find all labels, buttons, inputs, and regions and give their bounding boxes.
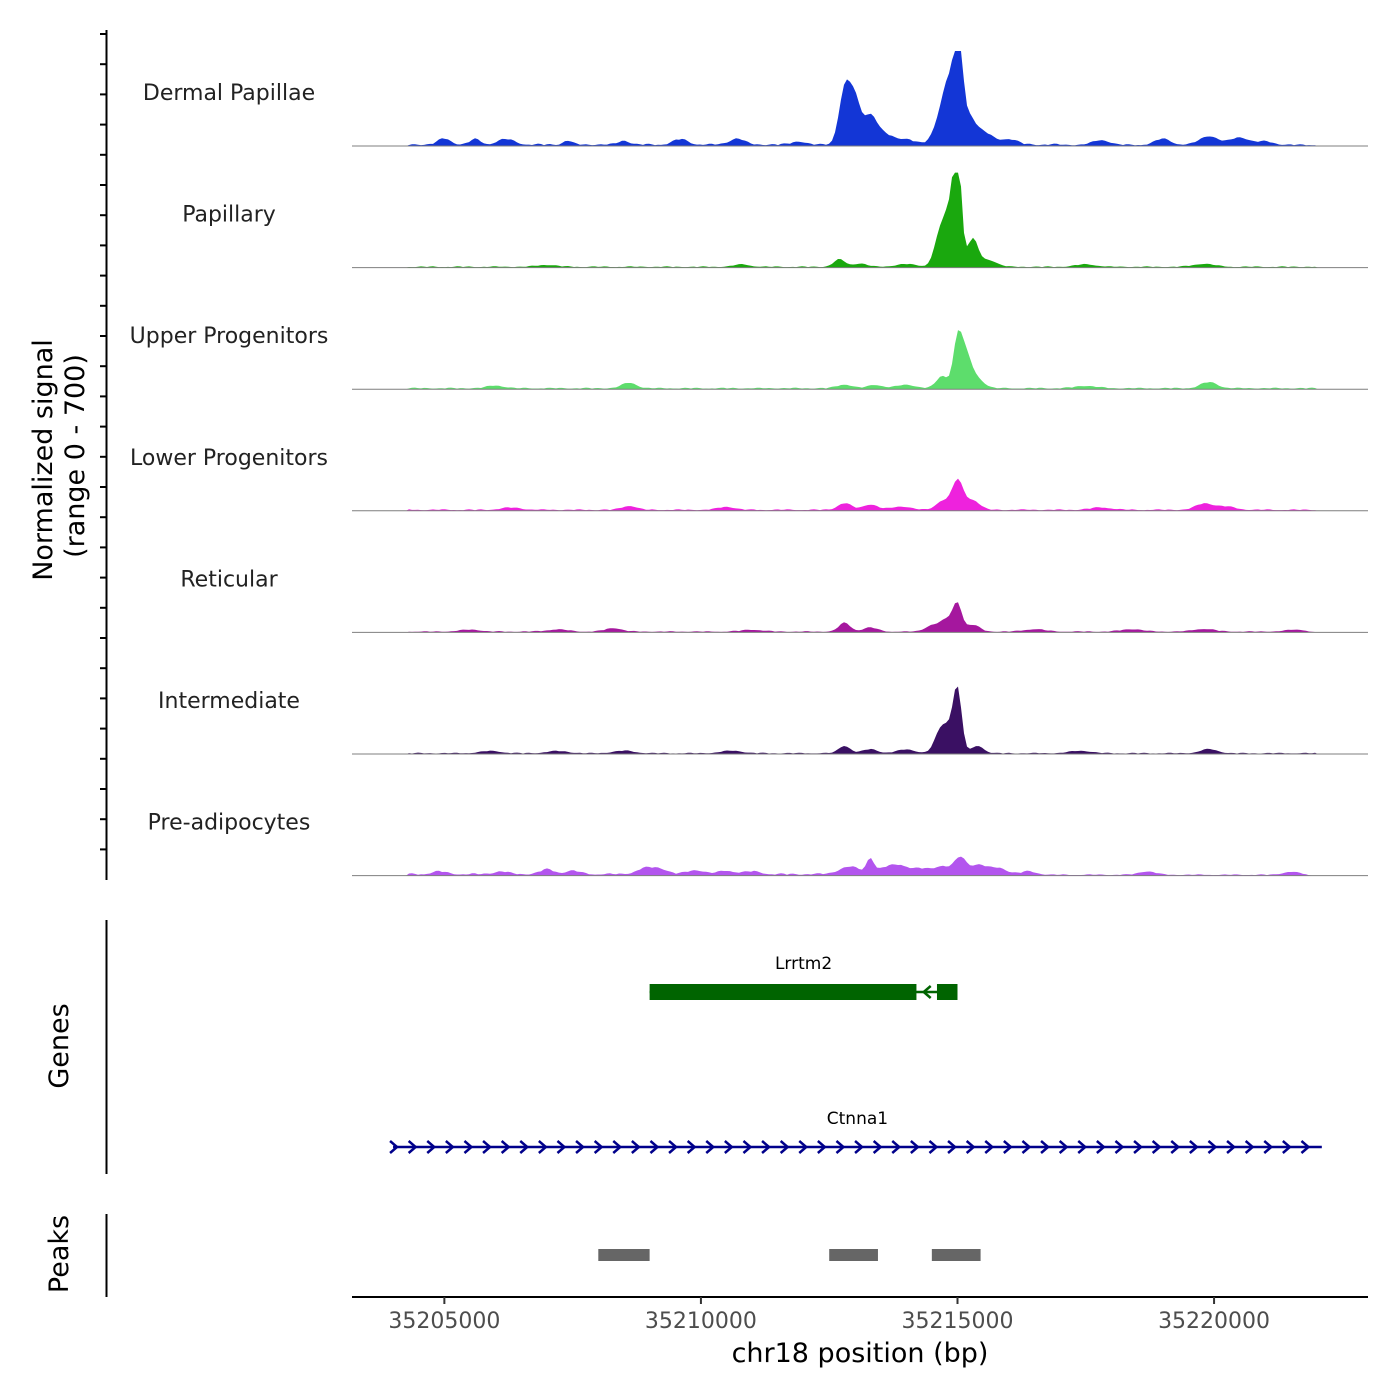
track-lower-progenitors: Lower Progenitors	[130, 446, 1368, 512]
genes-panel: Lrrtm2 Ctnna1	[389, 954, 1322, 1154]
strand-arrow	[1207, 1140, 1218, 1154]
track-dermal-papillae: Dermal Papillae	[143, 51, 1368, 147]
strand-arrow	[389, 1140, 399, 1154]
signal-area	[352, 686, 1368, 754]
strand-arrow	[1170, 1140, 1181, 1154]
x-tick-label: 35210000	[645, 1309, 757, 1334]
strand-arrow	[984, 1140, 995, 1154]
gene-label: Lrrtm2	[775, 954, 832, 974]
track-label: Reticular	[180, 567, 278, 592]
strand-arrow	[1114, 1140, 1125, 1154]
track-papillary: Papillary	[182, 172, 1368, 269]
strand-arrow	[575, 1140, 585, 1154]
strand-arrow	[965, 1140, 976, 1154]
strand-arrow	[854, 1140, 864, 1154]
peaks-axis-title: Peaks	[44, 1215, 75, 1293]
strand-arrow	[705, 1140, 716, 1154]
strand-arrow	[817, 1140, 827, 1154]
strand-arrow	[1244, 1140, 1255, 1154]
track-label: Upper Progenitors	[130, 324, 329, 349]
strand-arrow	[910, 1140, 920, 1154]
strand-arrow	[872, 1140, 883, 1154]
strand-arrow	[631, 1140, 641, 1154]
strand-arrow	[1077, 1140, 1088, 1154]
strand-arrow	[407, 1140, 418, 1154]
strand-arrow	[835, 1140, 846, 1154]
strand-arrow	[779, 1140, 790, 1154]
strand-arrow	[742, 1140, 753, 1154]
signal-tracks: Dermal Papillae Papillary Upper Progenitor…	[130, 51, 1368, 877]
track-pre-adipocytes: Pre-adipocytes	[148, 811, 1368, 877]
gene-lrrtm2: Lrrtm2	[649, 954, 958, 1000]
strand-arrow	[612, 1140, 623, 1154]
peak-region	[829, 1249, 878, 1261]
y-axis-title-line1: Normalized signal	[28, 339, 59, 581]
strand-arrow	[500, 1140, 511, 1154]
strand-arrow	[445, 1140, 455, 1154]
signal-area	[352, 478, 1368, 511]
track-label: Lower Progenitors	[130, 446, 328, 471]
signal-area	[352, 172, 1368, 268]
strand-arrow	[1151, 1140, 1162, 1154]
x-axis-title: chr18 position (bp)	[732, 1338, 989, 1369]
strand-arrow	[686, 1140, 697, 1154]
gene-exon	[649, 984, 917, 1000]
strand-arrow	[538, 1140, 548, 1154]
strand-arrow	[928, 1140, 939, 1154]
strand-arrow	[1263, 1140, 1274, 1154]
strand-arrow	[921, 985, 932, 999]
strand-arrow	[463, 1140, 474, 1154]
strand-arrow	[1058, 1140, 1069, 1154]
track-label: Papillary	[182, 203, 276, 228]
peak-region	[598, 1249, 650, 1261]
strand-arrow	[1300, 1140, 1311, 1154]
strand-arrow	[1096, 1140, 1106, 1154]
strand-arrow	[1021, 1140, 1032, 1154]
strand-arrow	[668, 1140, 678, 1154]
track-label: Dermal Papillae	[143, 81, 315, 106]
strand-arrow	[1133, 1140, 1143, 1154]
strand-arrow	[724, 1140, 734, 1154]
strand-arrow	[1040, 1140, 1050, 1154]
gene-ctnna1: Ctnna1	[389, 1109, 1322, 1154]
strand-arrow	[482, 1140, 492, 1154]
track-label: Pre-adipocytes	[148, 811, 311, 836]
strand-arrow	[1226, 1140, 1236, 1154]
strand-arrow	[798, 1140, 809, 1154]
strand-arrow	[761, 1140, 771, 1154]
strand-arrow	[1282, 1140, 1292, 1154]
y-axis-title-line2: (range 0 - 700)	[60, 354, 91, 558]
track-upper-progenitors: Upper Progenitors	[130, 324, 1368, 390]
gene-label: Ctnna1	[827, 1109, 888, 1129]
signal-area	[352, 856, 1368, 876]
peaks-panel	[598, 1249, 981, 1261]
strand-arrow	[1189, 1140, 1199, 1154]
strand-arrow	[556, 1140, 567, 1154]
signal-axis-ticks	[100, 33, 107, 851]
track-reticular: Reticular	[180, 567, 1368, 633]
peak-region	[931, 1249, 981, 1261]
strand-arrow	[891, 1140, 902, 1154]
track-intermediate: Intermediate	[158, 686, 1368, 755]
strand-arrow	[1003, 1140, 1013, 1154]
strand-arrow	[426, 1140, 437, 1154]
track-label: Intermediate	[158, 689, 300, 714]
signal-area	[352, 51, 1368, 146]
genes-axis-title: Genes	[44, 1003, 75, 1088]
x-axis: 35205000 35210000 35215000 35220000	[352, 1296, 1368, 1334]
signal-area	[352, 330, 1368, 390]
strand-arrow	[519, 1140, 530, 1154]
x-tick-label: 35220000	[1158, 1309, 1270, 1334]
gene-exon	[936, 984, 958, 1000]
left-axes	[100, 30, 108, 1297]
strand-arrow	[649, 1140, 660, 1154]
strand-arrow	[593, 1140, 604, 1154]
signal-area	[352, 602, 1368, 633]
strand-arrow	[947, 1140, 957, 1154]
x-tick-label: 35215000	[902, 1309, 1014, 1334]
x-tick-label: 35205000	[388, 1309, 500, 1334]
